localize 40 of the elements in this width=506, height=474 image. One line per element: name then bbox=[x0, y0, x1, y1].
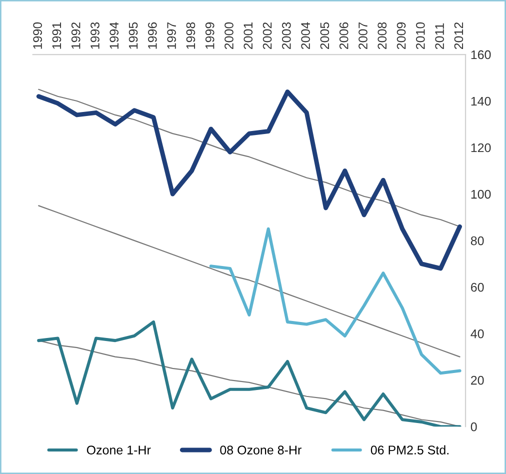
x-tick-label: 1994 bbox=[110, 22, 119, 49]
x-tick-label: 2008 bbox=[378, 22, 387, 50]
x-tick-label: 2007 bbox=[358, 22, 368, 50]
legend-label: 08 Ozone 8-Hr bbox=[220, 446, 302, 454]
legend-label: 06 PM2.5 Std. bbox=[370, 445, 448, 454]
line-series bbox=[36, 89, 462, 271]
y-tick-label: 160 bbox=[471, 50, 491, 60]
line-series bbox=[38, 88, 460, 228]
x-tick-label: 1990 bbox=[33, 22, 42, 49]
legend-label: Ozone 1-Hr bbox=[86, 446, 151, 454]
y-tick-label: 120 bbox=[471, 143, 491, 152]
x-tick-label: 2006 bbox=[339, 22, 348, 50]
x-tick-label: 1993 bbox=[90, 22, 100, 49]
x-tick-label: 2005 bbox=[320, 22, 330, 50]
x-tick-label: 1995 bbox=[128, 22, 138, 49]
x-tick-label: 2003 bbox=[282, 22, 291, 50]
x-tick-label: 1999 bbox=[205, 22, 214, 49]
y-tick-label: 80 bbox=[470, 236, 484, 246]
x-tick-label: 2009 bbox=[396, 22, 406, 50]
x-tick-label: 1996 bbox=[148, 22, 157, 49]
x-tick-label: 1997 bbox=[167, 22, 176, 49]
x-tick-label: 1998 bbox=[186, 22, 196, 49]
y-tick-label: 60 bbox=[471, 282, 484, 292]
x-tick-label: 1992 bbox=[71, 22, 80, 49]
line-series bbox=[37, 320, 462, 427]
line-series bbox=[209, 227, 462, 375]
line-series bbox=[38, 205, 460, 358]
y-tick-label: 40 bbox=[470, 329, 484, 338]
x-tick-label: 2000 bbox=[224, 22, 234, 50]
x-tick-label: 2001 bbox=[244, 22, 253, 50]
y-tick-label: 100 bbox=[471, 190, 491, 199]
x-tick-label: 1991 bbox=[52, 22, 62, 49]
x-tick-label: 2004 bbox=[301, 22, 310, 50]
x-tick-label: 2002 bbox=[262, 22, 272, 50]
y-tick-label: 20 bbox=[471, 376, 484, 385]
x-tick-label: 2011 bbox=[435, 23, 444, 50]
y-tick-label: 0 bbox=[470, 422, 477, 432]
x-tick-label: 2010 bbox=[416, 22, 425, 50]
x-tick-label: 2012 bbox=[454, 22, 464, 50]
y-tick-label: 140 bbox=[471, 96, 491, 106]
